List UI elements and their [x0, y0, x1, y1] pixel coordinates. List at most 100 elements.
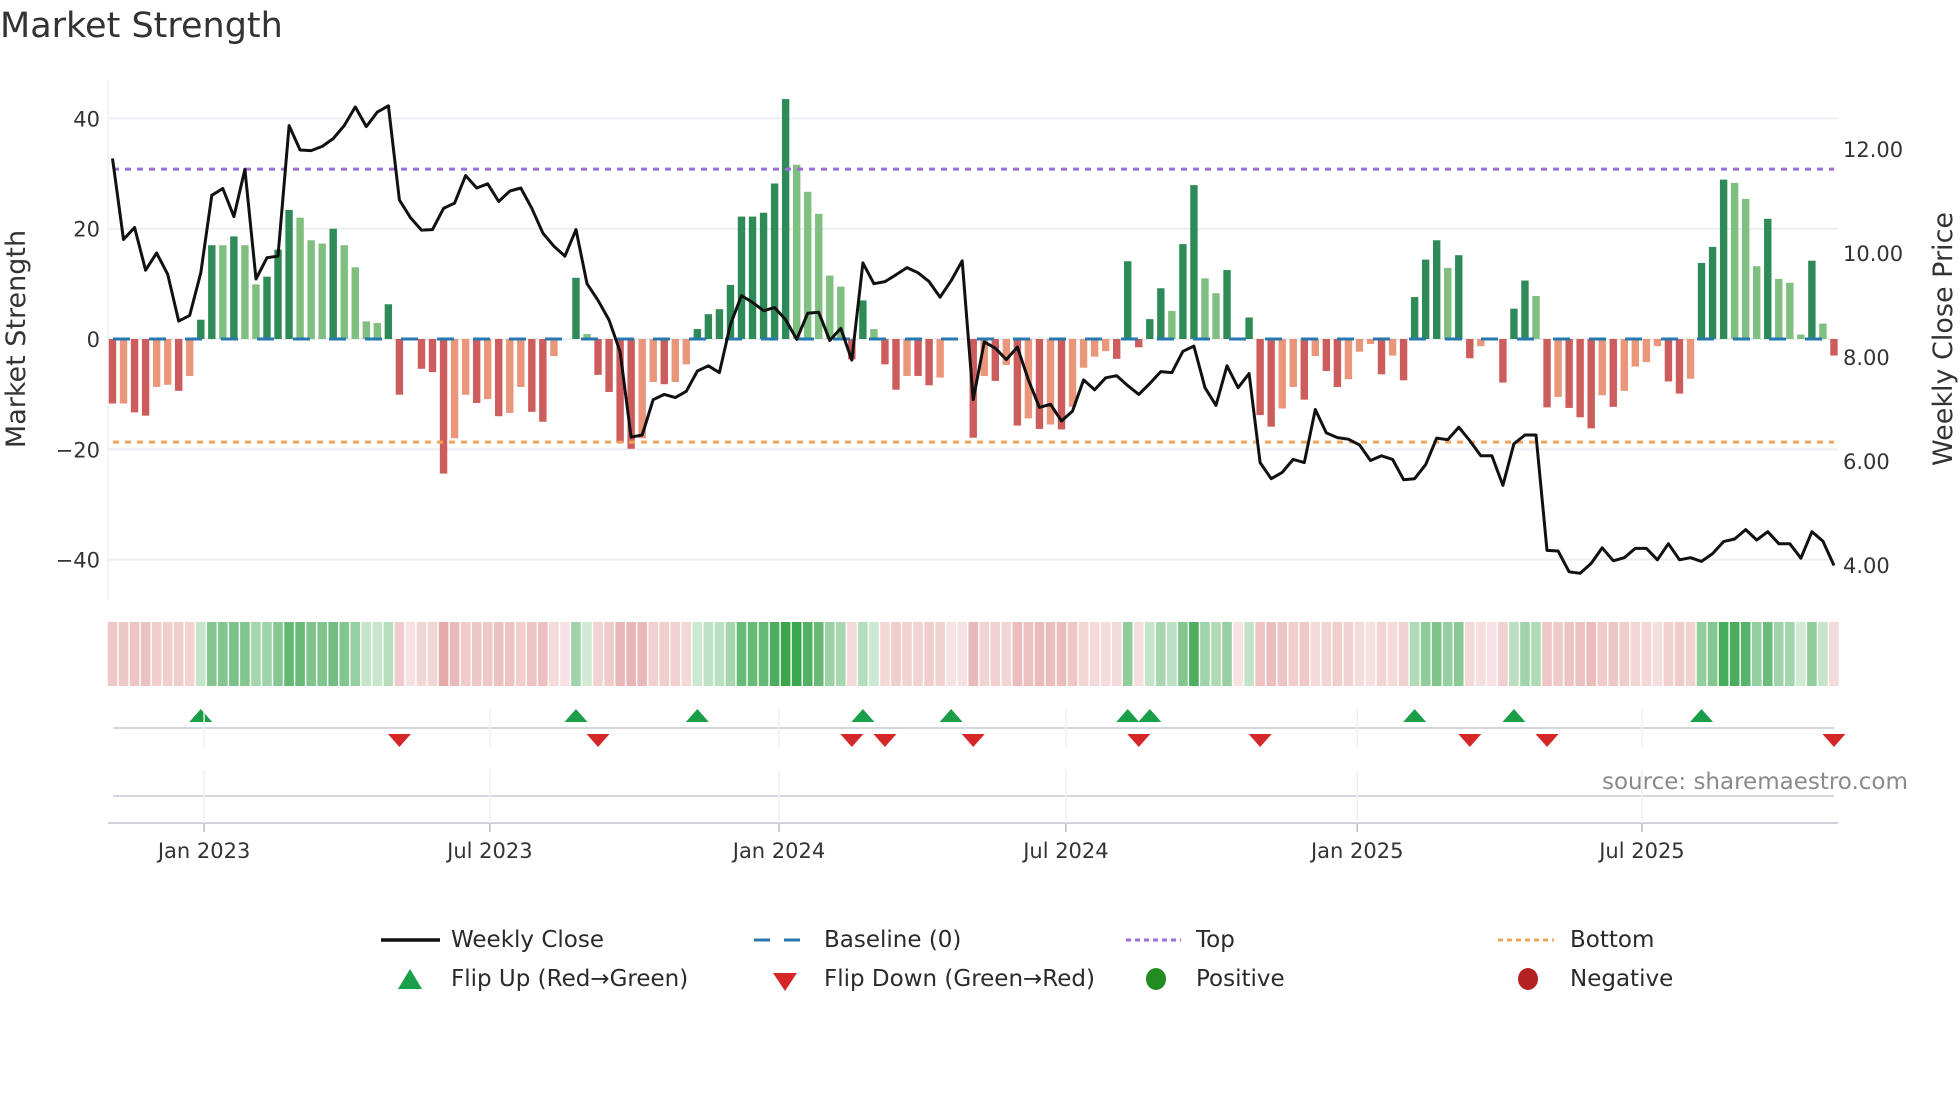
strip-cell — [1277, 622, 1288, 686]
strength-bar — [1543, 339, 1551, 408]
strength-bar — [859, 300, 867, 339]
legend-flip-up[interactable]: Flip Up (Red→Green) — [451, 966, 689, 992]
strength-bar — [627, 339, 635, 449]
legend-bottom[interactable]: Bottom — [1570, 927, 1655, 953]
strip-cell — [1674, 622, 1685, 686]
strip-cell — [538, 622, 548, 686]
strip-cell — [151, 622, 162, 686]
strip-cell — [593, 622, 603, 686]
legend-positive[interactable]: Positive — [1196, 966, 1285, 992]
strength-bar — [1421, 259, 1430, 339]
legend-flip-down[interactable]: Flip Down (Green→Red) — [824, 966, 1095, 992]
strength-bar — [914, 339, 922, 376]
strip-cell — [1442, 622, 1453, 686]
strip-cell — [1740, 622, 1751, 686]
strength-bar — [1377, 339, 1386, 375]
strip-cell — [1211, 622, 1221, 686]
strength-bar — [704, 314, 713, 339]
strip-cell — [1619, 622, 1630, 686]
legend — [381, 938, 1554, 991]
strip-cell — [858, 622, 868, 686]
y2-tick-label: 8.00 — [1843, 346, 1890, 370]
strength-bar — [837, 286, 845, 339]
strip-cell — [1796, 622, 1806, 686]
strength-bar — [1587, 339, 1595, 429]
strip-cell — [626, 622, 636, 686]
strip-cell — [262, 622, 272, 686]
strip-cell — [1167, 622, 1177, 686]
x-tick-label: Jan 2024 — [731, 839, 826, 863]
strip-cell — [869, 622, 879, 686]
strip-cell — [1729, 622, 1740, 686]
strength-bar — [1201, 278, 1209, 339]
right-axis-ticks: 12.00 10.00 8.00 6.00 4.00 — [1843, 138, 1903, 578]
strip-cell — [1034, 622, 1045, 686]
strip-cell — [1431, 622, 1442, 686]
legend-negative[interactable]: Negative — [1570, 966, 1674, 992]
strength-bar — [1190, 185, 1198, 339]
strip-cell — [703, 622, 714, 686]
strength-bar — [119, 339, 128, 404]
flip-up-marker — [189, 709, 213, 722]
strip-cell — [317, 622, 327, 686]
strength-bar — [1620, 339, 1628, 391]
strength-bar — [1079, 339, 1088, 368]
strength-bar — [1090, 339, 1099, 357]
flip-up-marker — [1138, 709, 1162, 722]
strip-cell — [571, 622, 581, 686]
flip-down-marker — [1822, 734, 1846, 747]
strip-cell — [692, 622, 703, 686]
strip-cell — [736, 622, 747, 686]
strip-cell — [1553, 622, 1563, 686]
strip-cell — [1100, 622, 1111, 686]
strength-bar — [1245, 317, 1253, 339]
strength-bar — [881, 339, 889, 365]
strip-cell — [758, 622, 769, 686]
strip-cell — [383, 622, 394, 686]
strength-bar — [1046, 339, 1055, 425]
strength-bar — [472, 339, 481, 403]
legend-weekly-close[interactable]: Weekly Close — [451, 927, 604, 953]
strength-bar — [1675, 339, 1684, 394]
strength-bar — [1786, 282, 1794, 339]
legend-top[interactable]: Top — [1196, 927, 1235, 953]
strength-bar — [495, 339, 503, 417]
x-axis: Jan 2023 Jul 2023 Jan 2024 Jul 2024 Jan 2025… — [108, 708, 1838, 863]
strength-bar — [384, 304, 393, 339]
strip-cell — [902, 622, 912, 686]
strip-cell — [582, 622, 592, 686]
strength-bar — [141, 339, 150, 416]
strip-cell — [1807, 622, 1817, 686]
strength-bar — [1609, 339, 1617, 407]
strip-cell — [1520, 622, 1530, 686]
strength-bar — [1697, 262, 1706, 339]
x-tick-label: Jan 2023 — [156, 839, 251, 863]
chart-title: Market Strength — [0, 6, 283, 46]
y-tick-label: 40 — [73, 107, 100, 131]
strength-bar — [715, 309, 724, 339]
strength-bar — [1068, 339, 1077, 407]
y2-tick-label: 12.00 — [1843, 138, 1903, 162]
flip-up-marker — [685, 709, 709, 722]
flip-up-marker — [1690, 709, 1714, 722]
strip-cell — [240, 622, 250, 686]
legend-flip-down-icon — [773, 973, 797, 991]
strength-bar — [804, 191, 812, 339]
strength-bar — [1433, 240, 1441, 339]
strip-cell — [1531, 622, 1541, 686]
strip-cell — [802, 622, 813, 686]
strip-cell — [549, 622, 559, 686]
strip-cell — [284, 622, 294, 686]
legend-baseline[interactable]: Baseline (0) — [824, 927, 962, 953]
strip-cell — [107, 622, 118, 686]
strip-cell — [1453, 622, 1464, 686]
strip-cell — [1045, 622, 1056, 686]
strength-bar — [1532, 295, 1540, 339]
strip-cell — [1685, 622, 1696, 686]
strength-bar — [1686, 339, 1695, 379]
strength-bar — [108, 339, 117, 404]
flip-down-marker — [1458, 734, 1482, 747]
strength-bar — [870, 329, 878, 339]
flip-up-marker — [1403, 709, 1427, 722]
